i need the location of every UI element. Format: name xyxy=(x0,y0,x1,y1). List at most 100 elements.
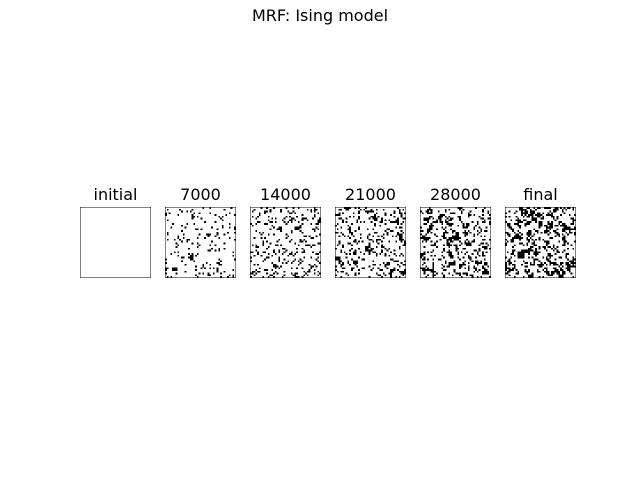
panel-frame xyxy=(250,207,321,278)
heatmap-cell xyxy=(347,208,350,211)
heatmap-cell xyxy=(473,235,476,238)
heatmap-cell xyxy=(561,230,564,232)
heatmap-cell xyxy=(522,256,525,259)
heatmap-cell xyxy=(400,215,403,218)
heatmap-cell xyxy=(522,212,525,215)
heatmap-cell xyxy=(265,240,268,243)
heatmap-cell xyxy=(520,254,523,257)
heatmap-cell xyxy=(567,228,569,231)
heatmap-cell xyxy=(374,231,376,234)
heatmap-cell xyxy=(567,262,569,264)
heatmap-cell xyxy=(381,235,383,238)
heatmap-cell xyxy=(301,219,304,222)
heatmap-cell xyxy=(506,224,509,227)
heatmap-cell xyxy=(482,253,484,255)
heatmap-cell xyxy=(191,217,194,220)
heatmap-cell xyxy=(428,228,431,231)
panel-title: 7000 xyxy=(180,185,221,204)
heatmap-cell xyxy=(469,214,472,216)
heatmap-cell xyxy=(251,272,254,275)
heatmap-cell xyxy=(531,256,534,259)
heatmap-cell xyxy=(340,276,343,278)
heatmap-cell xyxy=(441,267,444,270)
heatmap-cell xyxy=(517,235,520,238)
heatmap-cell xyxy=(435,246,438,248)
heatmap-cell xyxy=(471,260,474,263)
heatmap-cell xyxy=(255,222,258,225)
heatmap-cell xyxy=(207,249,210,252)
heatmap-cell xyxy=(538,260,541,263)
heatmap-cell xyxy=(473,265,476,268)
heatmap-cell xyxy=(437,210,440,213)
heatmap-cell xyxy=(265,210,268,213)
heatmap-cell xyxy=(336,222,339,225)
heatmap-cell xyxy=(489,214,491,216)
heatmap-cell xyxy=(372,247,375,250)
heatmap-cell xyxy=(466,224,468,227)
heatmap-cell xyxy=(172,267,174,270)
heatmap-cell xyxy=(551,262,553,264)
heatmap-cell xyxy=(517,237,520,239)
heatmap-cell xyxy=(536,253,539,255)
heatmap-cell xyxy=(435,219,438,222)
heatmap-cell xyxy=(554,253,557,255)
heatmap-cell xyxy=(216,231,219,234)
heatmap-cell xyxy=(397,263,399,266)
heatmap-cell xyxy=(517,233,520,236)
heatmap-cell xyxy=(459,258,461,261)
heatmap-cell xyxy=(522,244,525,247)
heatmap-cell xyxy=(292,207,295,209)
heatmap-cell xyxy=(480,262,483,264)
heatmap-cell xyxy=(524,270,527,273)
heatmap-cell xyxy=(528,247,530,250)
heatmap-cell xyxy=(393,260,396,263)
heatmap-cell xyxy=(281,247,284,250)
heatmap-cell xyxy=(390,274,392,277)
heatmap-cell xyxy=(216,233,219,236)
heatmap-cell xyxy=(453,269,456,271)
heatmap-cell xyxy=(186,210,189,213)
heatmap-cell xyxy=(280,265,282,268)
heatmap-cell xyxy=(273,265,275,268)
heatmap-cell xyxy=(448,272,451,275)
heatmap-cell xyxy=(506,240,509,243)
heatmap-cell xyxy=(375,231,378,234)
heatmap-cell xyxy=(473,267,476,270)
heatmap-cell xyxy=(234,228,236,231)
heatmap-cell xyxy=(423,251,426,254)
heatmap-cell xyxy=(448,254,451,257)
heatmap-cell xyxy=(317,228,320,231)
heatmap-cell xyxy=(166,233,169,236)
heatmap-cell xyxy=(444,210,447,213)
heatmap-cell xyxy=(359,251,362,254)
heatmap-cell xyxy=(505,265,507,268)
heatmap-cell xyxy=(505,256,507,259)
heatmap-cell xyxy=(513,212,516,215)
heatmap-cell xyxy=(563,222,566,225)
heatmap-cell xyxy=(538,246,541,248)
heatmap-cell xyxy=(347,274,350,277)
heatmap-cell xyxy=(402,272,405,275)
heatmap-cell xyxy=(455,231,458,234)
heatmap-cell xyxy=(467,262,470,264)
heatmap-cell xyxy=(345,217,348,220)
heatmap-cell xyxy=(540,217,543,220)
heatmap-cell xyxy=(528,235,530,238)
heatmap-cell xyxy=(319,251,321,254)
heatmap-cell xyxy=(358,272,360,275)
heatmap-cell xyxy=(234,214,236,216)
heatmap-cell xyxy=(544,224,546,227)
heatmap-cell xyxy=(289,219,291,222)
heatmap-cell xyxy=(338,242,341,245)
heatmap-cell xyxy=(382,246,385,248)
heatmap-cell xyxy=(379,224,382,227)
heatmap-cell xyxy=(358,207,360,209)
heatmap-cell xyxy=(317,256,320,259)
heatmap-cell xyxy=(343,267,346,270)
heatmap-cell xyxy=(466,272,468,275)
heatmap-cell xyxy=(218,215,221,218)
heatmap-cell xyxy=(519,256,521,259)
heatmap-cell xyxy=(457,247,460,250)
heatmap-cell xyxy=(545,267,548,270)
heatmap-cell xyxy=(435,272,438,275)
